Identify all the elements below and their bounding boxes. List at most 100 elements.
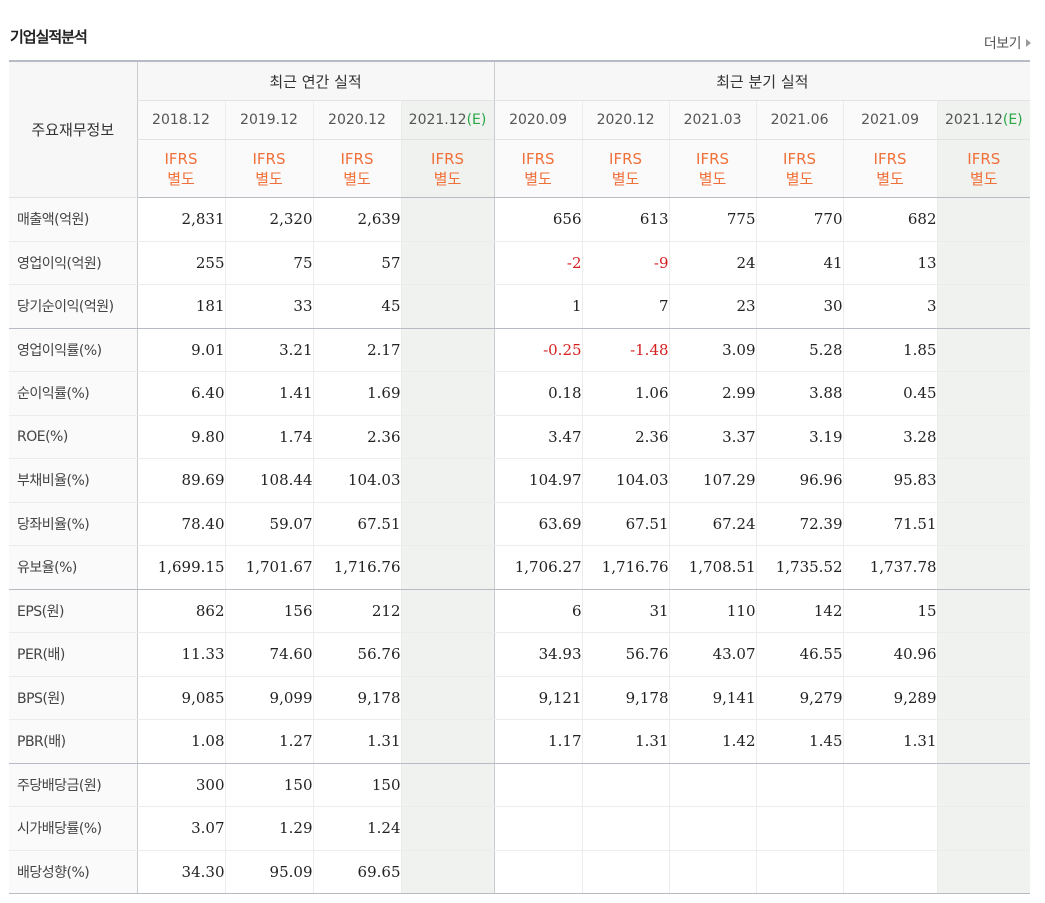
separate-label: 별도 [876, 169, 904, 188]
period-header: 2021.09 [842, 100, 938, 140]
table-cell: 9,099 [224, 676, 313, 720]
row-label: 순이익률(%) [9, 371, 137, 416]
table-cell: 2.36 [581, 415, 670, 459]
table-cell: 40.96 [842, 632, 938, 677]
table-cell: -9 [581, 241, 670, 285]
period-label: 2020.09 [509, 112, 567, 128]
table-cell: 110 [668, 589, 757, 633]
period-label: 2021.06 [770, 112, 829, 128]
table-cell: 108.44 [224, 458, 313, 503]
table-cell: 59.07 [224, 502, 313, 546]
table-cell: 3.28 [842, 415, 938, 459]
period-header: 2021.03 [668, 100, 757, 140]
table-cell: 9,289 [842, 676, 938, 720]
table-cell: 212 [312, 589, 401, 633]
row-label: 당좌비율(%) [9, 502, 137, 546]
table-cell [400, 589, 495, 633]
ifrs-standard-label: IFRS 별도 [668, 139, 757, 198]
separate-label: 별도 [698, 169, 727, 188]
table-cell: 9,085 [136, 676, 225, 720]
more-link[interactable]: 더보기 [984, 33, 1031, 53]
period-header: 2021.12(E) [936, 100, 1031, 140]
table-cell: 1.41 [224, 371, 313, 416]
table-cell: 775 [668, 197, 757, 242]
table-cell: 89.69 [136, 458, 225, 503]
table-cell: 41 [755, 241, 844, 285]
table-cell: 9.80 [136, 415, 225, 459]
table-cell [581, 850, 670, 894]
table-cell [936, 589, 1031, 633]
table-cell: 1.08 [136, 719, 225, 764]
table-cell: 3.07 [136, 806, 225, 851]
table-cell: 57 [312, 241, 401, 285]
separate-label: 별도 [433, 169, 462, 188]
table-cell: 3.19 [755, 415, 844, 459]
table-cell [936, 502, 1031, 546]
table-cell: 156 [224, 589, 313, 633]
table-cell: 95.09 [224, 850, 313, 894]
table-cell [668, 763, 757, 807]
period-header: 2021.12(E) [400, 100, 495, 140]
table-row: 주당배당금(원) 300 150 150 [9, 763, 1031, 807]
table-cell: 43.07 [668, 632, 757, 677]
table-cell [400, 806, 495, 851]
row-label: 영업이익(억원) [9, 241, 137, 285]
table-cell: 9.01 [136, 328, 225, 372]
table-cell: 67.51 [581, 502, 670, 546]
ifrs-label: IFRS [873, 149, 907, 168]
table-row: 당기순이익(억원) 181 33 45 1 7 23 30 3 [9, 284, 1031, 329]
ifrs-label: IFRS [340, 149, 374, 168]
table-cell [755, 806, 844, 851]
table-cell: 56.76 [312, 632, 401, 677]
separate-label: 별도 [343, 169, 371, 188]
period-header: 2020.12 [312, 100, 401, 140]
separate-label: 별도 [785, 169, 814, 188]
table-cell: 34.30 [136, 850, 225, 894]
table-cell [400, 502, 495, 546]
table-cell: 75 [224, 241, 313, 285]
row-label: 부채비율(%) [9, 458, 137, 503]
ifrs-standard-label: IFRS 별도 [400, 139, 495, 198]
table-row: ROE(%) 9.80 1.74 2.36 3.47 2.36 3.37 3.19 3.28 [9, 415, 1031, 459]
ifrs-standard-label: IFRS 별도 [842, 139, 938, 198]
table-cell: 1,701.67 [224, 545, 313, 590]
table-cell: 3.47 [493, 415, 583, 459]
row-label: PBR(배) [9, 719, 137, 764]
table-cell: 104.03 [581, 458, 670, 503]
table-cell: 1.42 [668, 719, 757, 764]
table-cell [400, 719, 495, 764]
ifrs-standard-label: IFRS 별도 [936, 139, 1031, 198]
period-label: 2021.12 [408, 112, 467, 128]
table-cell: 6.40 [136, 371, 225, 416]
table-cell [936, 850, 1031, 894]
table-cell: 3 [842, 284, 938, 329]
table-cell: 1 [493, 284, 583, 329]
table-cell: 1.74 [224, 415, 313, 459]
table-cell: 1.17 [493, 719, 583, 764]
table-cell: 150 [224, 763, 313, 807]
table-row: PER(배) 11.33 74.60 56.76 34.93 56.76 43.07 46.5… [9, 632, 1031, 677]
table-row: 유보율(%) 1,699.15 1,701.67 1,716.76 1,706.27 1,… [9, 545, 1031, 590]
ifrs-label: IFRS [696, 149, 730, 168]
table-cell [936, 284, 1031, 329]
table-cell: 1,716.76 [312, 545, 401, 590]
separate-label: 별도 [167, 169, 195, 188]
table-cell: 1.24 [312, 806, 401, 851]
row-label: 매출액(억원) [9, 197, 137, 242]
table-cell: 1.06 [581, 371, 670, 416]
table-cell: 2,831 [136, 197, 225, 242]
table-row: 영업이익률(%) 9.01 3.21 2.17 -0.25 -1.48 3.09 5.28 1.… [9, 328, 1031, 372]
period-header: 2021.06 [755, 100, 844, 140]
table-cell: 96.96 [755, 458, 844, 503]
table-cell: -0.25 [493, 328, 583, 372]
separate-label: 별도 [969, 169, 998, 188]
table-cell: 5.28 [755, 328, 844, 372]
table-cell: 33 [224, 284, 313, 329]
table-cell: 150 [312, 763, 401, 807]
table-cell [400, 284, 495, 329]
section-title: 기업실적분석 [10, 28, 88, 46]
table-row: 당좌비율(%) 78.40 59.07 67.51 63.69 67.51 67.24 72.… [9, 502, 1031, 546]
table-cell [400, 850, 495, 894]
table-cell: 9,279 [755, 676, 844, 720]
table-cell [936, 328, 1031, 372]
